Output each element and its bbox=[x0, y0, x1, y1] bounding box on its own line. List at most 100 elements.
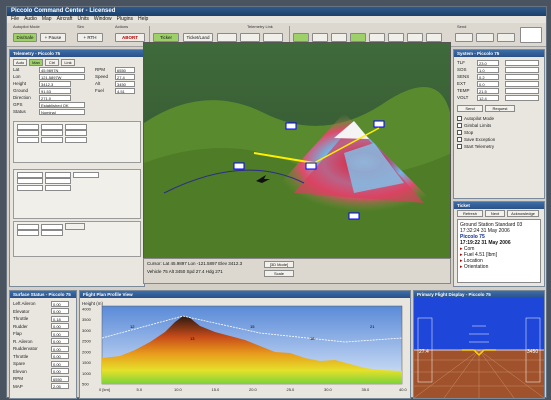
aircraft-icon[interactable] bbox=[256, 175, 270, 183]
system-aux-field[interactable] bbox=[505, 59, 539, 66]
trim-field-a[interactable] bbox=[17, 123, 39, 130]
menu-file[interactable]: File bbox=[11, 16, 20, 22]
tool-button-c[interactable] bbox=[263, 33, 283, 42]
limit-field-g[interactable] bbox=[45, 184, 71, 191]
status-label: Status bbox=[13, 109, 26, 114]
trim-field-e[interactable] bbox=[41, 129, 63, 136]
system-aux-field[interactable] bbox=[505, 73, 539, 80]
channel-button[interactable] bbox=[407, 33, 423, 42]
menu-audio[interactable]: Audio bbox=[24, 16, 37, 22]
dis-safe-button[interactable]: Dis/Safe bbox=[13, 33, 37, 42]
channel-button[interactable] bbox=[293, 33, 309, 42]
scale-button[interactable]: Scale bbox=[264, 270, 294, 277]
limit-field-a[interactable] bbox=[17, 171, 43, 178]
channel-button[interactable] bbox=[350, 33, 366, 42]
checkbox[interactable] bbox=[457, 144, 462, 149]
send-c-button[interactable] bbox=[497, 33, 515, 42]
system-checkbox-row[interactable]: Stop bbox=[454, 129, 544, 136]
system-field-label: SOS bbox=[457, 67, 467, 72]
tab-auto[interactable]: Auto bbox=[13, 59, 27, 66]
profile-chart[interactable]: Height (m) 4000 3500 3000 2500 2000 1500 1000 5… bbox=[80, 298, 410, 398]
menu-aircraft[interactable]: Aircraft bbox=[56, 16, 73, 22]
menu-window[interactable]: Window bbox=[93, 16, 112, 22]
tab-ctrl[interactable]: Ctrl bbox=[45, 59, 59, 66]
limit-field-e[interactable] bbox=[45, 177, 71, 184]
x-tick-label: 20.0 bbox=[249, 387, 258, 392]
send-a-button[interactable] bbox=[455, 33, 473, 42]
fuel-field-c[interactable] bbox=[17, 229, 39, 236]
ticker-time-1: 17:32:24 31 May 2006 bbox=[460, 228, 510, 234]
channel-button[interactable] bbox=[331, 33, 347, 42]
trim-field-b[interactable] bbox=[41, 123, 63, 130]
ticker-item[interactable]: ▸ Location bbox=[460, 258, 538, 264]
fuel-set-button[interactable] bbox=[65, 223, 85, 230]
tab-man[interactable]: Man bbox=[29, 59, 43, 66]
system-checkbox-row[interactable]: Gimbal Limits bbox=[454, 122, 544, 129]
rth-button[interactable]: + RTH bbox=[77, 33, 103, 42]
trim-field-i[interactable] bbox=[65, 136, 87, 143]
system-aux-field[interactable] bbox=[505, 94, 539, 101]
menu-map[interactable]: Map bbox=[41, 16, 52, 22]
tool-button-a[interactable] bbox=[217, 33, 237, 42]
ticker-item[interactable]: ▸ Com bbox=[460, 246, 538, 252]
channel-button[interactable] bbox=[426, 33, 442, 42]
pfd-title: Primary Flight Display - Piccolo 75 bbox=[414, 291, 544, 298]
trim-field-c[interactable] bbox=[65, 123, 87, 130]
abort-button[interactable]: ABORT bbox=[115, 33, 145, 42]
surface-value: 0.18 bbox=[51, 315, 69, 322]
expand-icon: ▸ bbox=[460, 252, 463, 258]
limit-field-c[interactable] bbox=[73, 171, 99, 178]
checkbox-label: Autopilot Mode bbox=[464, 116, 495, 121]
trim-field-h[interactable] bbox=[41, 136, 63, 143]
limit-field-d[interactable] bbox=[17, 177, 43, 184]
system-checkbox-row[interactable]: Autopilot Mode bbox=[454, 115, 544, 122]
menu-plugins[interactable]: Plugins bbox=[116, 16, 134, 22]
system-aux-field[interactable] bbox=[505, 80, 539, 87]
checkbox[interactable] bbox=[457, 130, 462, 135]
system-checkbox-row[interactable]: Start Telemetry bbox=[454, 143, 544, 150]
trim-field-g[interactable] bbox=[17, 136, 39, 143]
ticker-next-button[interactable]: Next bbox=[485, 210, 505, 217]
trim-field-f[interactable] bbox=[65, 129, 87, 136]
system-aux-field[interactable] bbox=[505, 66, 539, 73]
terrain-3d-view[interactable] bbox=[143, 42, 451, 282]
ticker-refresh-button[interactable]: Refresh bbox=[457, 210, 483, 217]
pause-button[interactable]: + Pause bbox=[40, 33, 66, 42]
surface-label: R. Aileron bbox=[13, 338, 33, 344]
fuel-field-d[interactable] bbox=[41, 229, 63, 236]
system-request-button[interactable]: Request bbox=[485, 105, 515, 112]
limit-field-b[interactable] bbox=[45, 171, 71, 178]
ticket-land-button[interactable]: Ticket/Land bbox=[183, 33, 213, 42]
pfd-display: 27.4 3450 bbox=[413, 298, 545, 399]
ticker-ack-button[interactable]: Acknowledge bbox=[507, 210, 539, 217]
menu-units[interactable]: Units bbox=[77, 16, 89, 22]
x-tick-label: 5.0 bbox=[137, 387, 143, 392]
surface-value: 0.00 bbox=[51, 323, 69, 330]
ticker-item[interactable]: ▸ Fuel 4.51 [lbm] bbox=[460, 252, 538, 258]
ticker-list: Ground Station Standard 03 17:32:24 31 M… bbox=[457, 219, 541, 283]
fuel-field-a[interactable] bbox=[17, 223, 39, 230]
surface-row: Spare 0.00 bbox=[10, 360, 76, 368]
system-checkbox-row[interactable]: Save Exception bbox=[454, 136, 544, 143]
direction-row: Direction 271.0 bbox=[10, 94, 92, 101]
tool-button-b[interactable] bbox=[240, 33, 260, 42]
channel-button[interactable] bbox=[369, 33, 385, 42]
ticker-button[interactable]: Ticker bbox=[153, 33, 179, 42]
send-b-button[interactable] bbox=[476, 33, 494, 42]
checkbox[interactable] bbox=[457, 123, 462, 128]
checkbox[interactable] bbox=[457, 137, 462, 142]
trim-field-d[interactable] bbox=[17, 129, 39, 136]
height-label: Height bbox=[13, 81, 27, 86]
system-send-button[interactable]: Send bbox=[457, 105, 483, 112]
tab-link[interactable]: Link bbox=[61, 59, 75, 66]
menu-help[interactable]: Help bbox=[138, 16, 149, 22]
checkbox[interactable] bbox=[457, 116, 462, 121]
ticker-item[interactable]: ▸ Orientation bbox=[460, 264, 538, 270]
system-aux-field[interactable] bbox=[505, 87, 539, 94]
mode-3d-button[interactable]: [3D Mode] bbox=[264, 261, 294, 268]
fuel-field-b[interactable] bbox=[41, 223, 63, 230]
limit-field-f[interactable] bbox=[17, 184, 43, 191]
surface-value: 0.00 bbox=[51, 368, 69, 375]
channel-button[interactable] bbox=[388, 33, 404, 42]
channel-button[interactable] bbox=[312, 33, 328, 42]
